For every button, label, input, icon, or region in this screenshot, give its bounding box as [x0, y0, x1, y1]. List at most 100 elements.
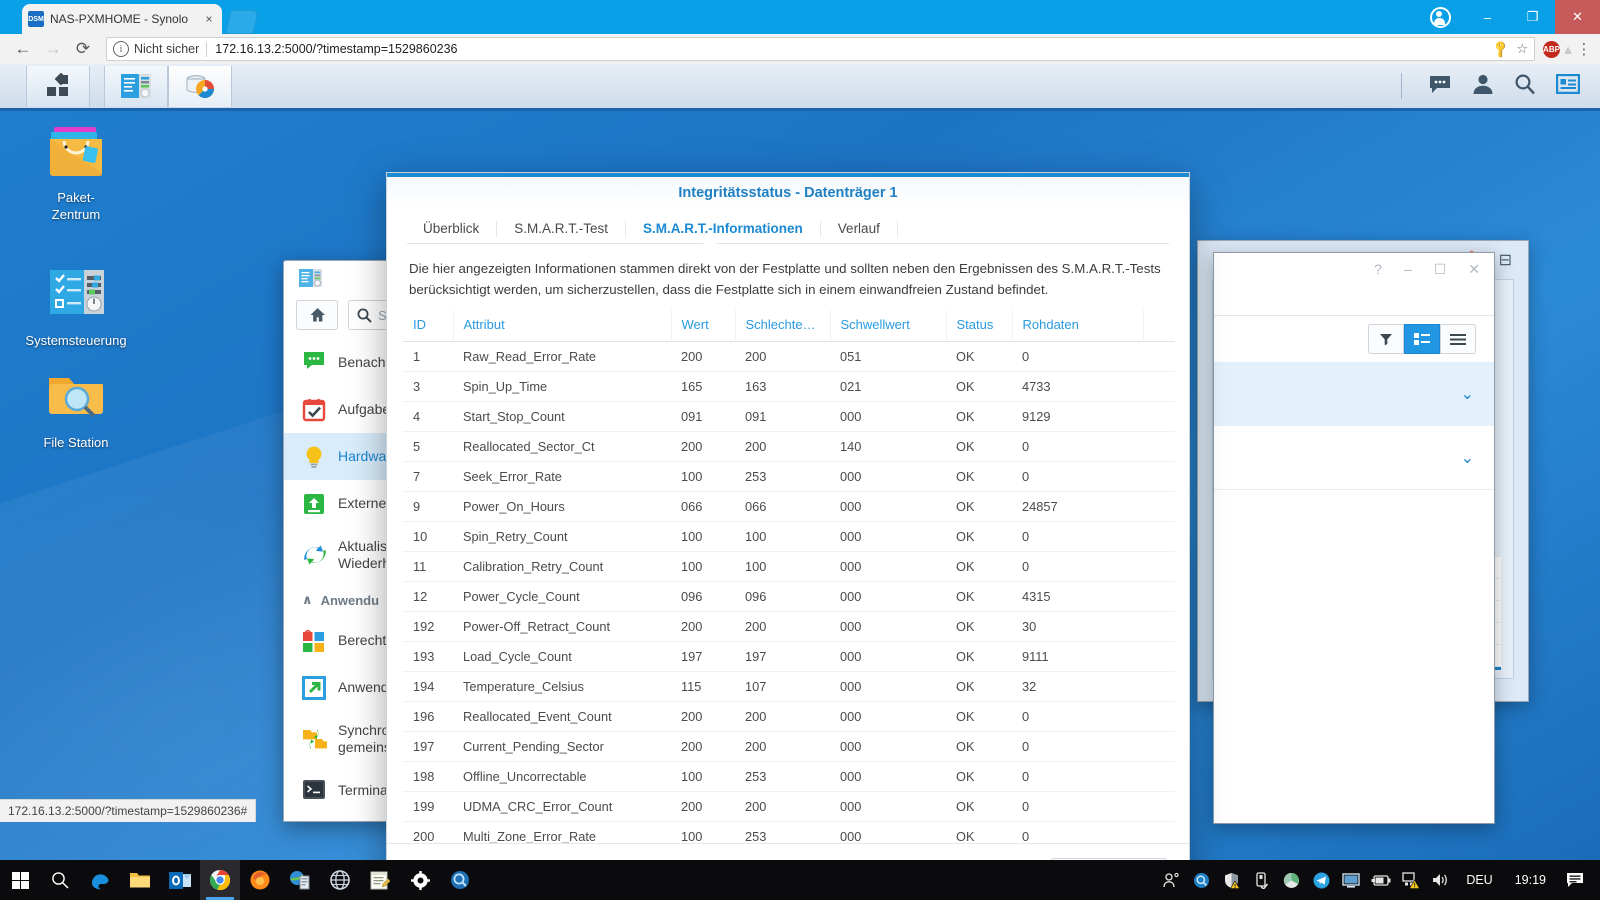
- forward-icon[interactable]: →: [44, 39, 62, 58]
- background-window-row[interactable]: ⌄: [1214, 362, 1494, 426]
- tab-close-icon[interactable]: ×: [205, 12, 213, 26]
- defender-warning-icon[interactable]: [1216, 860, 1246, 900]
- start-button[interactable]: [0, 860, 40, 900]
- sidebar-item-externe-geraete[interactable]: Externe: [284, 480, 564, 527]
- notepad-icon[interactable]: [360, 860, 400, 900]
- storage-manager-taskbar-icon[interactable]: [168, 65, 232, 107]
- widgets-icon[interactable]: [1555, 73, 1581, 99]
- table-row[interactable]: 199 UDMA_CRC_Error_Count 200 200 000 OK 0: [403, 791, 1175, 822]
- table-row[interactable]: 4 Start_Stop_Count 091 091 000 OK 9129: [403, 401, 1175, 432]
- table-row[interactable]: 194 Temperature_Celsius 115 107 000 OK 32: [403, 671, 1175, 702]
- user-account-icon[interactable]: [1472, 73, 1494, 100]
- chrome-menu-icon[interactable]: ⋮: [1576, 41, 1592, 58]
- close-icon[interactable]: ✕: [1468, 260, 1480, 277]
- collapse-icon[interactable]: ⊟: [1498, 252, 1512, 269]
- sidebar-item-berechtigungen[interactable]: Berechti: [284, 617, 564, 664]
- magnifier-app-icon[interactable]: [440, 860, 480, 900]
- edge-icon[interactable]: [80, 860, 120, 900]
- filter-icon[interactable]: [1368, 324, 1404, 354]
- profile-icon[interactable]: [1415, 0, 1465, 34]
- column-header-attribut[interactable]: Attribut: [452, 310, 671, 342]
- table-row[interactable]: 197 Current_Pending_Sector 200 200 000 OK 0: [403, 731, 1175, 762]
- control-panel-taskbar-icon[interactable]: [104, 65, 168, 107]
- table-row[interactable]: 196 Reallocated_Event_Count 200 200 000 OK 0: [403, 701, 1175, 732]
- column-header-rohdaten[interactable]: Rohdaten: [1011, 310, 1143, 342]
- taskbar-clock[interactable]: 19:19: [1514, 873, 1546, 887]
- pdf-extension-icon[interactable]: ▲: [1561, 41, 1575, 57]
- notifications-icon[interactable]: [1428, 74, 1452, 99]
- adblock-plus-icon[interactable]: ABP: [1543, 40, 1560, 58]
- chevron-down-icon[interactable]: ⌄: [1460, 449, 1474, 467]
- sidebar-item-synchronisierung[interactable]: Synchro gemeins: [284, 711, 564, 767]
- detail-view-icon[interactable]: [1404, 324, 1440, 354]
- table-row[interactable]: 3 Spin_Up_Time 165 163 021 OK 4733: [403, 371, 1175, 402]
- tab-smart-informationen[interactable]: S.M.A.R.T.-Informationen: [625, 221, 820, 237]
- file-explorer-icon[interactable]: [120, 860, 160, 900]
- table-row[interactable]: 193 Load_Cycle_Count 197 197 000 OK 9111: [403, 641, 1175, 672]
- tab-smart-test[interactable]: S.M.A.R.T.-Test: [496, 221, 625, 237]
- dsm-main-menu-button[interactable]: [26, 65, 90, 107]
- maximize-button[interactable]: ❐: [1526, 9, 1539, 24]
- chrome-icon[interactable]: [200, 860, 240, 900]
- table-row[interactable]: 9 Power_On_Hours 066 066 000 OK 24857: [403, 491, 1175, 522]
- globe-icon[interactable]: [320, 860, 360, 900]
- tab-verlauf[interactable]: Verlauf: [819, 221, 897, 237]
- language-indicator[interactable]: DEU: [1466, 873, 1493, 887]
- bookmark-star-icon[interactable]: ☆: [1516, 41, 1528, 56]
- column-header-wert[interactable]: Wert: [670, 310, 735, 342]
- sync-icon[interactable]: [1276, 860, 1306, 900]
- table-row[interactable]: 11 Calibration_Retry_Count 100 100 000 OK 0: [403, 551, 1175, 582]
- table-row[interactable]: 198 Offline_Uncorrectable 100 253 000 OK 0: [403, 761, 1175, 792]
- table-row[interactable]: 5 Reallocated_Sector_Ct 200 200 140 OK 0: [403, 431, 1175, 462]
- list-view-icon[interactable]: [1440, 324, 1476, 354]
- column-header-schlechtester[interactable]: Schlechte…: [734, 310, 830, 342]
- desktop-icon-control-panel[interactable]: Systemsteuerung: [16, 262, 136, 349]
- search-indexer-icon[interactable]: [1186, 860, 1216, 900]
- battery-icon[interactable]: [1366, 860, 1396, 900]
- table-row[interactable]: 10 Spin_Retry_Count 100 100 000 OK 0: [403, 521, 1175, 552]
- usb-eject-icon[interactable]: [1246, 860, 1276, 900]
- network-warning-icon[interactable]: [1396, 860, 1426, 900]
- sidebar-item-aufgabenplaner[interactable]: Aufgabe: [284, 386, 564, 433]
- maximize-icon[interactable]: ☐: [1433, 260, 1447, 277]
- help-icon[interactable]: ?: [1374, 261, 1382, 277]
- table-row[interactable]: 192 Power-Off_Retract_Count 200 200 000 OK 30: [403, 611, 1175, 642]
- column-header-id[interactable]: ID: [403, 310, 453, 342]
- reload-icon[interactable]: ⟳: [75, 39, 91, 58]
- close-dialog-button[interactable]: Schließen: [1051, 858, 1167, 860]
- sidebar-group-anwendungen[interactable]: ∧ Anwendu: [284, 583, 564, 617]
- desktop-icon-package-center[interactable]: Paket- Zentrum: [16, 119, 136, 223]
- search-icon[interactable]: [1514, 73, 1536, 100]
- back-icon[interactable]: ←: [14, 39, 32, 58]
- table-row[interactable]: 12 Power_Cycle_Count 096 096 000 OK 4315: [403, 581, 1175, 612]
- close-window-button[interactable]: ✕: [1555, 0, 1600, 34]
- people-icon[interactable]: [1156, 860, 1186, 900]
- outlook-icon[interactable]: [160, 860, 200, 900]
- action-center-icon[interactable]: [1558, 860, 1592, 900]
- minimize-icon[interactable]: –: [1403, 261, 1412, 277]
- desktop-icon-file-station[interactable]: File Station: [16, 364, 136, 451]
- sidebar-item-terminal[interactable]: Termina: [284, 767, 564, 814]
- sidebar-item-aktualisieren-wiederherstellen[interactable]: Aktualis Wiederh: [284, 527, 564, 583]
- new-tab-button[interactable]: [225, 10, 259, 34]
- minimize-button[interactable]: –: [1483, 9, 1492, 25]
- chevron-down-icon[interactable]: ⌄: [1460, 385, 1474, 403]
- taskbar-search-icon[interactable]: [40, 860, 80, 900]
- telegram-icon[interactable]: [1306, 860, 1336, 900]
- table-row[interactable]: 7 Seek_Error_Rate 100 253 000 OK 0: [403, 461, 1175, 492]
- address-bar[interactable]: i Nicht sicher 172.16.13.2:5000/?timesta…: [106, 37, 1535, 61]
- key-icon[interactable]: 🔑: [1490, 38, 1512, 60]
- browser-tab[interactable]: DSM NAS-PXMHOME - Synolo ×: [22, 4, 222, 34]
- display-icon[interactable]: [1336, 860, 1366, 900]
- tab-ueberblick[interactable]: Überblick: [423, 221, 480, 236]
- settings-icon[interactable]: [400, 860, 440, 900]
- volume-icon[interactable]: [1426, 860, 1456, 900]
- column-header-schwellwert[interactable]: Schwellwert: [829, 310, 946, 342]
- column-header-status[interactable]: Status: [945, 310, 1012, 342]
- sidebar-item-benachrichtigung[interactable]: Benachr: [284, 339, 564, 386]
- sidebar-item-anwendungsportal[interactable]: Anwend: [284, 664, 564, 711]
- table-row[interactable]: 1 Raw_Read_Error_Rate 200 200 051 OK 0: [403, 341, 1175, 372]
- firefox-icon[interactable]: [240, 860, 280, 900]
- home-button[interactable]: [296, 300, 338, 330]
- background-window-row[interactable]: ⌄: [1214, 426, 1494, 490]
